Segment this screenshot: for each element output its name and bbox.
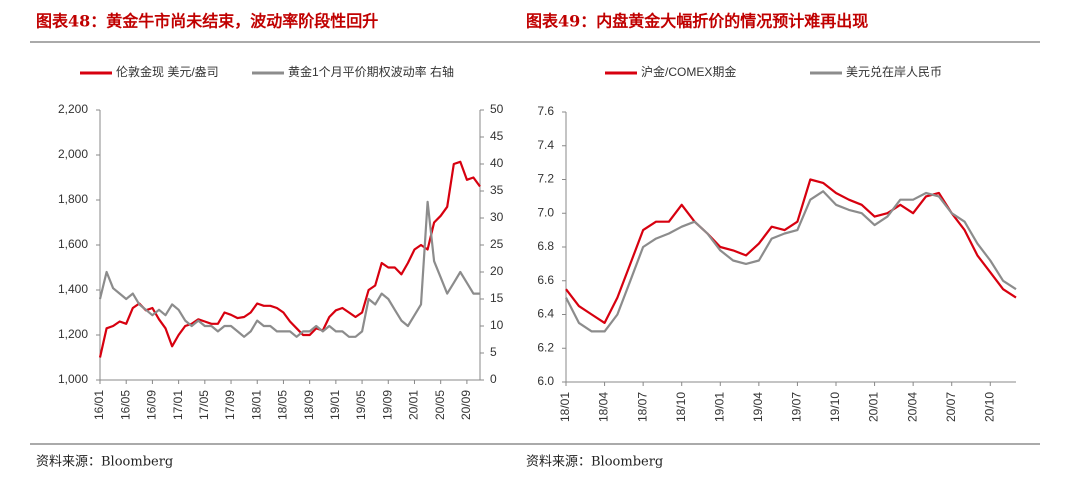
x-tick-label: 20/09	[459, 390, 473, 420]
y-tick-label: 6.2	[537, 340, 554, 354]
y2-tick-label: 50	[490, 102, 504, 116]
x-tick-label: 18/04	[597, 392, 611, 422]
legend-label: 沪金/COMEX期金	[641, 64, 736, 79]
x-tick-label: 17/01	[171, 390, 185, 420]
x-tick-label: 18/10	[674, 392, 688, 422]
x-tick-label: 18/01	[249, 390, 263, 420]
x-tick-label: 17/09	[223, 390, 237, 420]
x-tick-label: 18/01	[558, 392, 572, 422]
x-tick-label: 19/04	[751, 392, 765, 422]
y-tick-label: 6.0	[537, 374, 554, 388]
y-tick-label: 6.4	[537, 307, 554, 321]
y2-tick-label: 40	[490, 156, 504, 170]
source-note: 资料来源：Bloomberg	[36, 455, 173, 470]
x-tick-label: 16/09	[145, 390, 159, 420]
y-tick-label: 6.6	[537, 273, 554, 287]
y-tick-label: 2,200	[58, 102, 88, 116]
x-tick-label: 19/10	[828, 392, 842, 422]
x-tick-label: 19/05	[354, 390, 368, 420]
y-tick-label: 1,000	[58, 372, 88, 386]
y-tick-label: 1,400	[58, 282, 88, 296]
x-tick-label: 18/07	[635, 392, 649, 422]
x-tick-label: 19/09	[380, 390, 394, 420]
series-line	[565, 190, 1017, 333]
series-line	[98, 160, 481, 358]
x-tick-label: 20/05	[433, 390, 447, 420]
y-tick-label: 1,800	[58, 192, 88, 206]
x-tick-label: 20/01	[867, 392, 881, 422]
y2-tick-label: 20	[490, 264, 504, 278]
y2-tick-label: 0	[490, 372, 497, 386]
y2-tick-label: 25	[490, 237, 504, 251]
legend-label: 黄金1个月平价期权波动率 右轴	[288, 64, 454, 79]
series-line	[98, 200, 480, 338]
series-line	[565, 178, 1017, 324]
y-tick-label: 2,000	[58, 147, 88, 161]
x-tick-label: 16/01	[92, 390, 106, 420]
y-tick-label: 7.0	[537, 205, 554, 219]
x-tick-label: 16/05	[118, 390, 132, 420]
x-tick-label: 20/01	[407, 390, 421, 420]
y-tick-label: 7.4	[537, 138, 554, 152]
y-tick-label: 1,200	[58, 327, 88, 341]
x-tick-label: 18/09	[302, 390, 316, 420]
x-tick-label: 17/05	[197, 390, 211, 420]
y2-tick-label: 15	[490, 291, 504, 305]
y2-tick-label: 10	[490, 318, 504, 332]
legend-label: 美元兑在岸人民币	[846, 65, 942, 79]
x-tick-label: 18/05	[276, 390, 290, 420]
x-tick-label: 20/04	[905, 392, 919, 422]
chart-title: 图表49：内盘黄金大幅折价的情况预计难再出现	[526, 12, 868, 31]
y2-tick-label: 30	[490, 210, 504, 224]
chart-title: 图表48：黄金牛市尚未结束，波动率阶段性回升	[36, 12, 378, 31]
x-tick-label: 19/01	[712, 392, 726, 422]
x-tick-label: 19/01	[328, 390, 342, 420]
legend-label: 伦敦金现 美元/盎司	[116, 64, 219, 79]
y-tick-label: 6.8	[537, 239, 554, 253]
x-tick-label: 20/07	[944, 392, 958, 422]
y2-tick-label: 5	[490, 345, 497, 359]
y-tick-label: 1,600	[58, 237, 88, 251]
y2-tick-label: 45	[490, 129, 504, 143]
y-tick-label: 7.6	[537, 104, 554, 118]
y2-tick-label: 35	[490, 183, 504, 197]
x-tick-label: 20/10	[982, 392, 996, 422]
x-tick-label: 19/07	[790, 392, 804, 422]
source-note: 资料来源：Bloomberg	[526, 455, 663, 470]
y-tick-label: 7.2	[537, 172, 554, 186]
